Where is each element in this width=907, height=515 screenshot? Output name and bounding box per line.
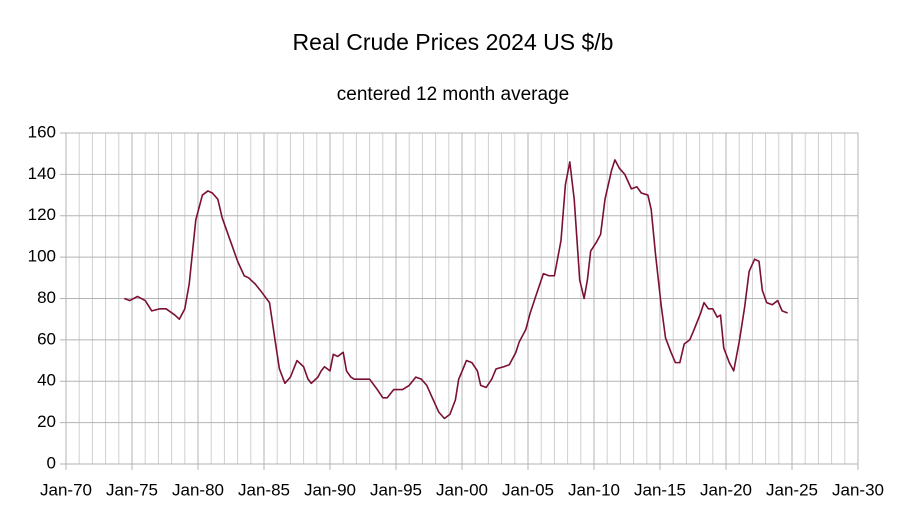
x-tick-label: Jan-95 [370,480,422,499]
y-tick-label: 80 [37,288,56,307]
x-tick-label: Jan-10 [568,480,620,499]
x-tick-label: Jan-70 [40,480,92,499]
y-tick-label: 20 [37,412,56,431]
x-tick-label: Jan-15 [634,480,686,499]
y-tick-label: 140 [28,164,56,183]
x-tick-label: Jan-25 [766,480,818,499]
x-tick-label: Jan-20 [700,480,752,499]
chart-subtitle: centered 12 month average [337,84,569,105]
y-tick-label: 60 [37,329,56,348]
x-tick-label: Jan-90 [304,480,356,499]
y-tick-label: 100 [28,247,56,266]
data-line [124,159,788,420]
x-tick-label: Jan-85 [238,480,290,499]
x-tick-label: Jan-00 [436,480,488,499]
plot-frame [65,132,859,465]
y-tick-label: 120 [28,205,56,224]
x-tick-label: Jan-30 [832,480,884,499]
x-tick-label: Jan-80 [172,480,224,499]
x-tick-label: Jan-75 [106,480,158,499]
y-tick-label: 40 [37,371,56,390]
y-tick-label: 160 [28,122,56,141]
x-tick-label: Jan-05 [502,480,554,499]
chart-title: Real Crude Prices 2024 US $/b [293,29,614,55]
y-tick-label: 0 [47,453,56,472]
